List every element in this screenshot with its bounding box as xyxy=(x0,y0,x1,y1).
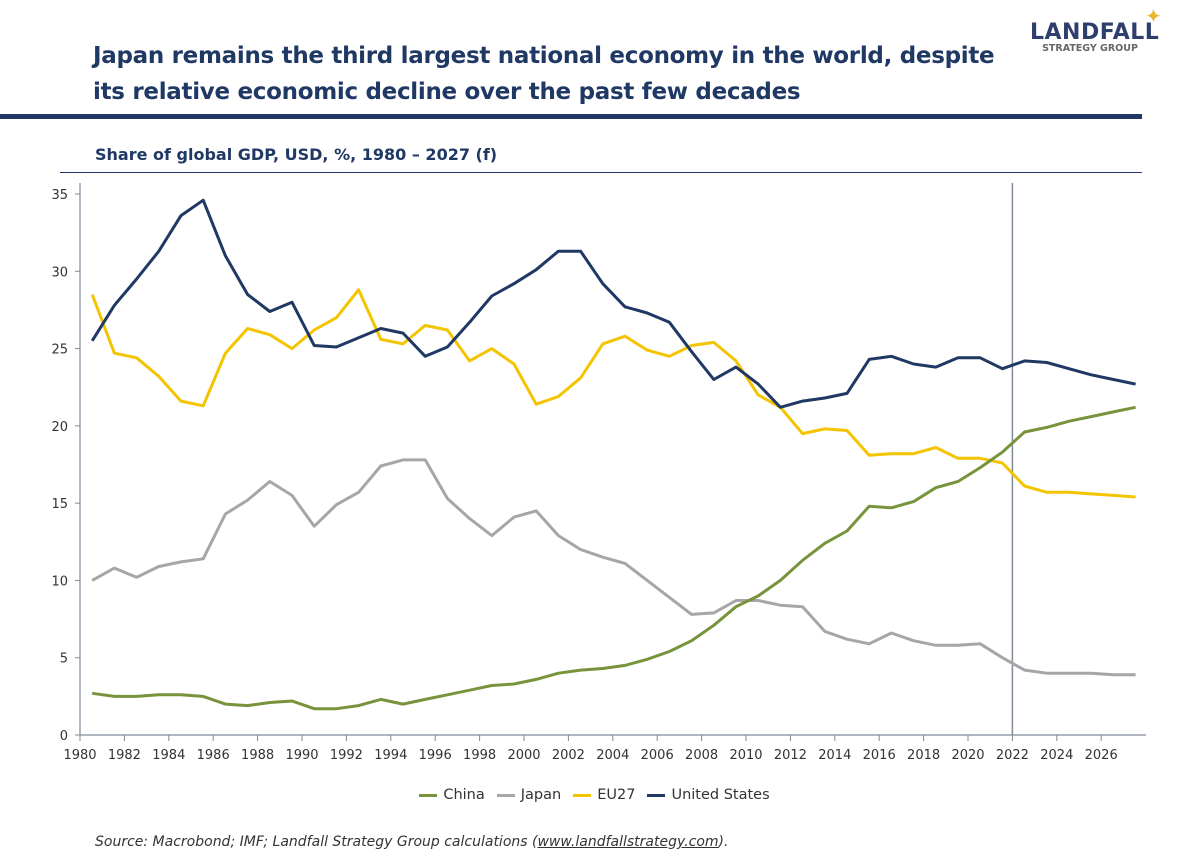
x-tick-label: 1986 xyxy=(197,748,230,763)
y-tick-label: 0 xyxy=(60,729,68,744)
logo-line2: STRATEGY GROUP xyxy=(1042,43,1138,54)
x-tick-label: 2012 xyxy=(774,748,807,763)
legend-swatch xyxy=(496,793,515,797)
series-line-china xyxy=(91,405,1136,711)
chart-headline: Japan remains the third largest national… xyxy=(93,43,995,105)
legend-label: China xyxy=(443,787,485,803)
x-tick-label: 1990 xyxy=(285,748,318,763)
x-tick-label: 1980 xyxy=(63,748,96,763)
legend-item: China xyxy=(419,787,485,803)
x-tick-label: 2026 xyxy=(1085,748,1118,763)
logo-line1: LANDFALL xyxy=(1030,20,1160,45)
series-line-japan xyxy=(91,458,1136,677)
x-tick-label: 1994 xyxy=(374,748,407,763)
x-tick-label: 2022 xyxy=(996,748,1029,763)
legend-label: Japan xyxy=(520,787,562,803)
legend-label: United States xyxy=(671,787,770,803)
x-tick-label: 2018 xyxy=(907,748,940,763)
subtitle-divider xyxy=(60,172,1142,173)
legend: China Japan EU27 United States xyxy=(0,787,1189,803)
x-tick-label: 2016 xyxy=(863,748,896,763)
x-tick-label: 2024 xyxy=(1040,748,1073,763)
legend-swatch xyxy=(647,793,666,797)
legend-item: United States xyxy=(647,787,770,803)
legend-item: EU27 xyxy=(573,787,635,803)
source-prefix: Source: Macrobond; IMF; Landfall Strateg… xyxy=(95,834,538,850)
header-divider xyxy=(0,114,1142,119)
x-tick-label: 2002 xyxy=(552,748,585,763)
x-tick-label: 2000 xyxy=(507,748,540,763)
x-tick-label: 1984 xyxy=(152,748,185,763)
y-tick-label: 35 xyxy=(51,188,68,203)
legend-item: Japan xyxy=(496,787,562,803)
x-tick-label: 2004 xyxy=(596,748,629,763)
y-tick-label: 25 xyxy=(51,343,68,358)
x-tick-label: 2010 xyxy=(729,748,762,763)
x-tick-label: 1996 xyxy=(419,748,452,763)
y-tick-label: 5 xyxy=(60,652,68,667)
x-tick-label: 2008 xyxy=(685,748,718,763)
series-line-eu27 xyxy=(90,288,1136,499)
y-tick-label: 15 xyxy=(51,497,68,512)
y-tick-label: 20 xyxy=(51,420,68,435)
landfall-logo: ✦ LANDFALL STRATEGY GROUP xyxy=(1030,4,1162,54)
x-tick-label: 2020 xyxy=(951,748,984,763)
y-tick-label: 30 xyxy=(51,265,68,280)
chart-title: Share of global GDP, USD, %, 1980 – 2027… xyxy=(95,145,498,164)
x-tick-label: 2006 xyxy=(641,748,674,763)
y-tick-label: 10 xyxy=(51,574,68,589)
star-icon: ✦ xyxy=(1145,4,1162,28)
x-tick-label: 1982 xyxy=(108,748,141,763)
x-tick-label: 1998 xyxy=(463,748,496,763)
x-tick-label: 2014 xyxy=(818,748,851,763)
x-tick-label: 1988 xyxy=(241,748,274,763)
legend-swatch xyxy=(419,793,438,797)
x-tick-label: 1992 xyxy=(330,748,363,763)
source-link[interactable]: www.landfallstrategy.com xyxy=(537,834,719,850)
series-line-united-states xyxy=(90,198,1136,409)
legend-swatch xyxy=(573,793,592,797)
source-note: Source: Macrobond; IMF; Landfall Strateg… xyxy=(95,834,728,850)
legend-label: EU27 xyxy=(597,787,636,803)
source-suffix: ). xyxy=(718,834,729,850)
